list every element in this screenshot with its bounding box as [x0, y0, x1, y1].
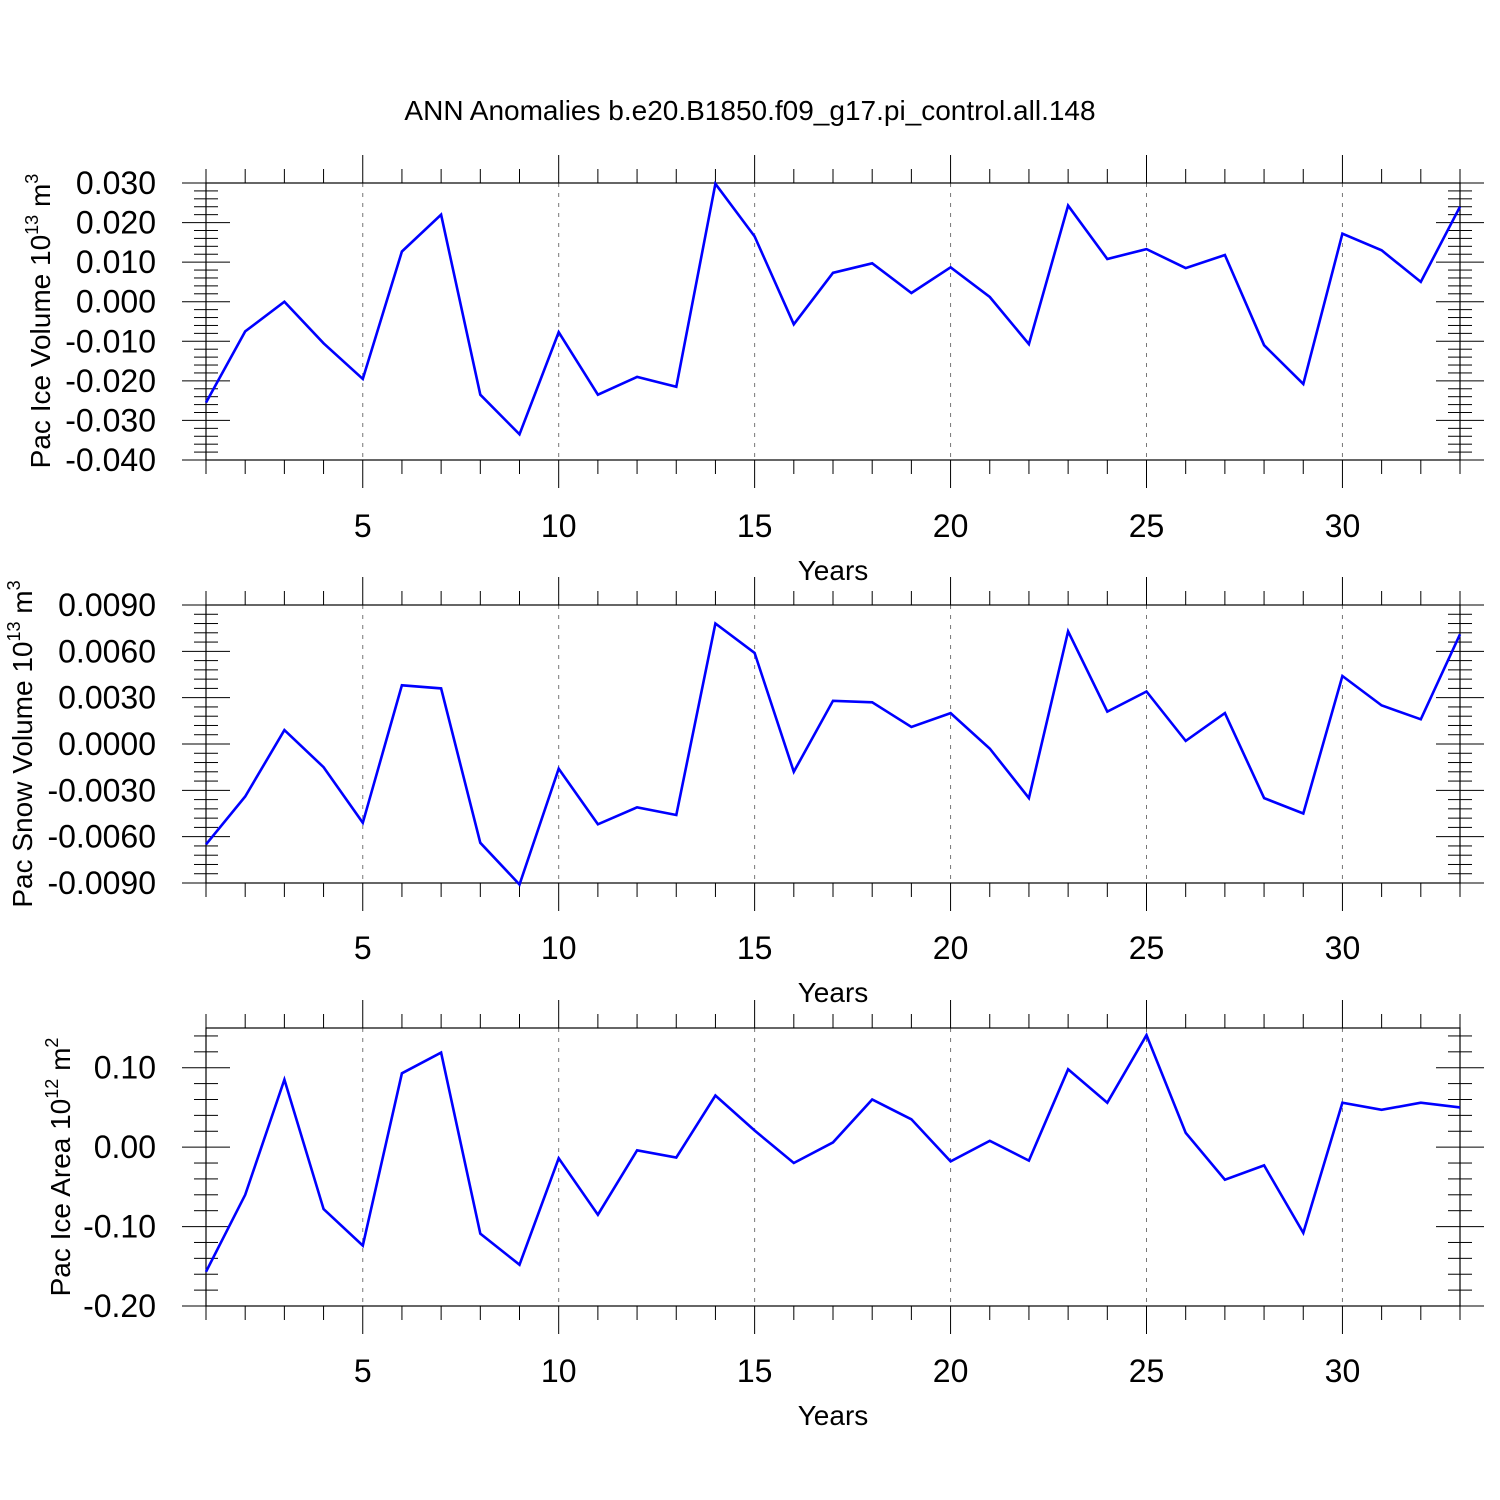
- plot-frame: [205, 182, 1461, 461]
- x-tick-label: 25: [1129, 1353, 1165, 1389]
- x-tick-label: 30: [1325, 508, 1361, 544]
- y-tick-label: 0.0060: [58, 633, 156, 669]
- x-tick-label: 20: [933, 508, 969, 544]
- y-axis-label-unit: m: [25, 184, 56, 215]
- x-tick-label: 10: [541, 930, 577, 966]
- y-axis-label-exponent: 13: [4, 621, 24, 641]
- y-axis-label-unit-exponent: 3: [22, 174, 42, 184]
- x-tick-label: 5: [354, 930, 372, 966]
- x-tick-label: 25: [1129, 508, 1165, 544]
- y-axis-label-text: Pac Snow Volume 10: [7, 641, 38, 907]
- x-axis-label: Years: [798, 555, 869, 586]
- y-tick-label: -0.040: [65, 442, 156, 478]
- y-axis-label-text: Pac Ice Volume 10: [25, 235, 56, 468]
- x-tick-label: 20: [933, 1353, 969, 1389]
- y-tick-label: -0.10: [83, 1209, 156, 1245]
- series-line: [204, 1032, 1461, 1273]
- series-line: [204, 180, 1462, 437]
- y-tick-label: 0.030: [76, 165, 156, 201]
- x-tick-label: 15: [737, 930, 773, 966]
- y-axis-label: Pac Ice Volume 1013 m3: [22, 174, 56, 469]
- y-tick-label: 0.010: [76, 244, 156, 280]
- y-tick-label: -0.010: [65, 323, 156, 359]
- y-tick-label: -0.0090: [47, 865, 156, 901]
- x-tick-label: 10: [541, 508, 577, 544]
- y-tick-label: -0.0060: [47, 819, 156, 855]
- plot-frame: [205, 604, 1461, 884]
- y-axis-label: Pac Ice Area 1012 m2: [42, 1038, 76, 1297]
- y-tick-label: -0.020: [65, 363, 156, 399]
- y-tick-label: 0.0000: [58, 726, 156, 762]
- y-axis-label-unit: m: [45, 1048, 76, 1079]
- y-tick-label: 0.0090: [58, 587, 156, 623]
- x-tick-label: 10: [541, 1353, 577, 1389]
- y-axis-label-unit-exponent: 3: [4, 580, 24, 590]
- y-axis-label-exponent: 12: [42, 1079, 62, 1099]
- series-line: [204, 621, 1462, 887]
- y-tick-label: 0.0030: [58, 680, 156, 716]
- x-tick-label: 25: [1129, 930, 1165, 966]
- y-tick-label: -0.030: [65, 402, 156, 438]
- x-tick-label: 5: [354, 508, 372, 544]
- x-tick-label: 20: [933, 930, 969, 966]
- x-tick-label: 15: [737, 508, 773, 544]
- x-axis-label: Years: [798, 1400, 869, 1431]
- chart-panel-3: -0.20 -0.10 0.00 0.10 5 10 15 20 25 30 Years Pac Ic…: [42, 1000, 1484, 1431]
- y-axis-label-unit-exponent: 2: [42, 1038, 62, 1048]
- x-tick-label: 5: [354, 1353, 372, 1389]
- y-axis-label-exponent: 13: [22, 215, 42, 235]
- y-axis-label-unit: m: [7, 590, 38, 621]
- y-tick-label: -0.20: [83, 1288, 156, 1324]
- x-axis-label: Years: [798, 977, 869, 1008]
- chart-panel-2: -0.0090 -0.0060 -0.0030 0.0000 0.0030 0.0060 0…: [4, 577, 1484, 1008]
- y-tick-label: 0.000: [76, 284, 156, 320]
- y-axis-label-text: Pac Ice Area 10: [45, 1099, 76, 1297]
- figure-title: ANN Anomalies b.e20.B1850.f09_g17.pi_con…: [404, 95, 1095, 126]
- x-tick-label: 30: [1325, 930, 1361, 966]
- x-tick-label: 30: [1325, 1353, 1361, 1389]
- plot-frame: [205, 1027, 1461, 1307]
- y-axis-label: Pac Snow Volume 1013 m3: [4, 580, 38, 907]
- y-tick-label: -0.0030: [47, 772, 156, 808]
- y-tick-label: 0.10: [94, 1050, 156, 1086]
- y-tick-label: 0.020: [76, 205, 156, 241]
- x-tick-label: 15: [737, 1353, 773, 1389]
- y-tick-label: 0.00: [94, 1129, 156, 1165]
